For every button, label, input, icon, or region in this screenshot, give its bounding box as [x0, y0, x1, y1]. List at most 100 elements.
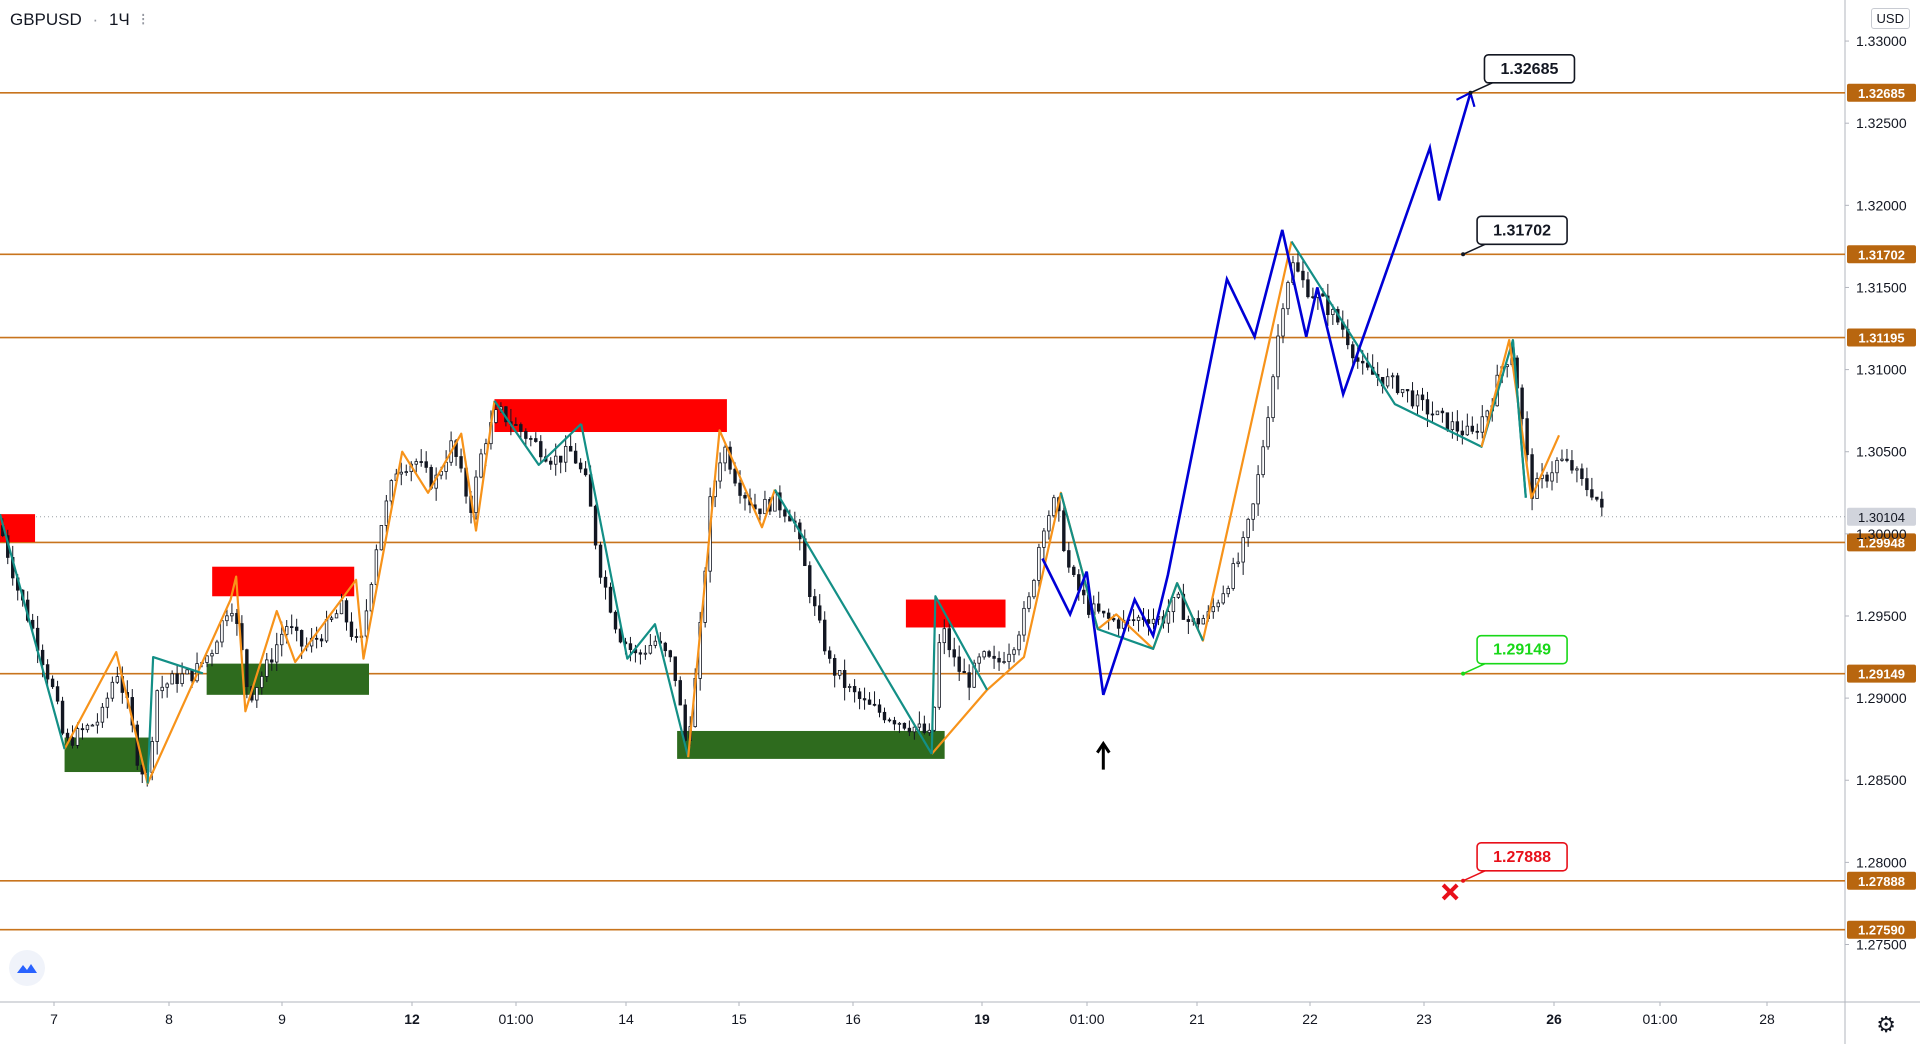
candle-body: [718, 462, 722, 482]
candle-body: [1326, 295, 1330, 316]
candle-body: [1037, 546, 1041, 581]
candle-body: [723, 446, 727, 464]
candle-body: [1221, 593, 1225, 604]
candle-body: [1101, 610, 1106, 614]
candle-body: [424, 461, 428, 468]
candle-body: [648, 644, 653, 654]
candle-body: [1460, 430, 1465, 436]
candle-body: [1430, 413, 1435, 416]
candle-body: [813, 596, 817, 607]
y-tick-label: 1.29000: [1856, 690, 1907, 706]
candle-body: [1565, 458, 1569, 461]
candle-body: [65, 732, 70, 738]
candle-body: [678, 680, 682, 706]
candle-body: [1351, 344, 1355, 359]
callout-anchor: [1461, 252, 1466, 257]
interval-label[interactable]: 1Ч: [108, 10, 130, 29]
candle-body: [852, 686, 857, 693]
gear-icon[interactable]: ⚙: [1876, 1012, 1896, 1037]
candle-body: [1575, 468, 1579, 471]
y-tick-label: 1.32000: [1856, 197, 1907, 213]
arrow-up-icon: [1096, 740, 1111, 770]
candle-body: [653, 640, 658, 646]
candle-body: [1286, 282, 1290, 310]
candle-body: [738, 482, 742, 496]
x-tick-label: 23: [1416, 1011, 1432, 1027]
candle-body: [1470, 425, 1475, 432]
zigzag-teal-line: [493, 400, 582, 466]
candle-body: [479, 453, 483, 478]
candle-body: [1475, 430, 1479, 433]
candle-body: [265, 659, 269, 677]
level-price-tag: [1847, 533, 1916, 552]
callout-pointer: [1462, 662, 1486, 675]
candle-body: [1042, 530, 1046, 548]
zigzag-lines: [0, 240, 1561, 785]
candle-body: [289, 626, 294, 628]
zigzag-teal-line: [773, 488, 933, 755]
candle-body: [1052, 497, 1056, 517]
candle-body: [1525, 418, 1529, 456]
candle-body: [1301, 270, 1305, 281]
level-price-tag: [1847, 920, 1916, 939]
x-tick-label: 01:00: [498, 1011, 533, 1027]
level-price-label: 1.29149: [1858, 667, 1905, 682]
menu-dots-icon[interactable]: ⁝: [140, 10, 146, 29]
candle-body: [1585, 478, 1589, 491]
x-tick-label: 15: [731, 1011, 747, 1027]
candle-body: [1032, 579, 1036, 598]
x-tick-label: 12: [404, 1011, 420, 1027]
candle-body: [1520, 387, 1524, 420]
candle-body: [285, 626, 289, 635]
x-tick-label: 22: [1302, 1011, 1318, 1027]
callout-box: [1476, 215, 1568, 246]
tradingview-cloud-icon[interactable]: [9, 950, 45, 986]
symbol-name[interactable]: GBPUSD: [10, 10, 82, 29]
level-price-label: 1.31702: [1858, 247, 1905, 262]
candle-body: [314, 637, 319, 640]
candle-body: [339, 600, 344, 615]
candle-body: [100, 706, 105, 723]
candle-body: [1251, 503, 1255, 520]
zigzag-orange-line: [687, 429, 776, 758]
level-price-tag: [1847, 83, 1916, 102]
candle-body: [957, 656, 961, 672]
candle-body: [85, 724, 90, 731]
cross-stroke: [1441, 883, 1459, 901]
supply-demand-zones: [0, 399, 1006, 773]
candle-body: [554, 455, 558, 465]
candle-body: [1106, 612, 1111, 619]
candle-body: [972, 662, 976, 688]
price-scale[interactable]: 1.27500 1.28000 1.28500 1.29000 1.29500 1.300…: [1845, 33, 1907, 953]
candle-body: [190, 669, 194, 682]
candle-body: [583, 468, 588, 476]
candle-body: [1002, 661, 1006, 663]
candle-body: [1072, 566, 1076, 575]
candle-body: [1306, 279, 1310, 298]
candle-body: [1082, 589, 1086, 596]
callout-anchor: [1461, 671, 1466, 676]
candle-body: [115, 676, 120, 683]
candle-body: [379, 525, 384, 551]
candle-body: [887, 719, 892, 722]
candle-body: [643, 652, 648, 655]
candle-body: [1186, 619, 1191, 622]
symbol-header[interactable]: GBPUSD · 1Ч ⁝: [10, 10, 152, 30]
candle-body: [354, 636, 359, 638]
zigzag-teal-line: [580, 423, 690, 758]
candle-body: [1420, 394, 1425, 401]
currency-badge[interactable]: USD: [1870, 8, 1910, 29]
projection-arrowhead: [1455, 91, 1476, 108]
candle-body: [1400, 389, 1405, 394]
candle-body: [1405, 389, 1410, 392]
candle-body: [842, 670, 847, 688]
candle-body: [225, 615, 229, 622]
candle-body: [95, 721, 100, 726]
time-scale[interactable]: 7 8 9 12 01:00 14 15 16 19 01:00 21 22 23 26 01:00 28: [50, 1002, 1775, 1027]
candle-body: [60, 700, 65, 734]
candle-body: [872, 703, 877, 706]
candle-body: [783, 509, 787, 517]
